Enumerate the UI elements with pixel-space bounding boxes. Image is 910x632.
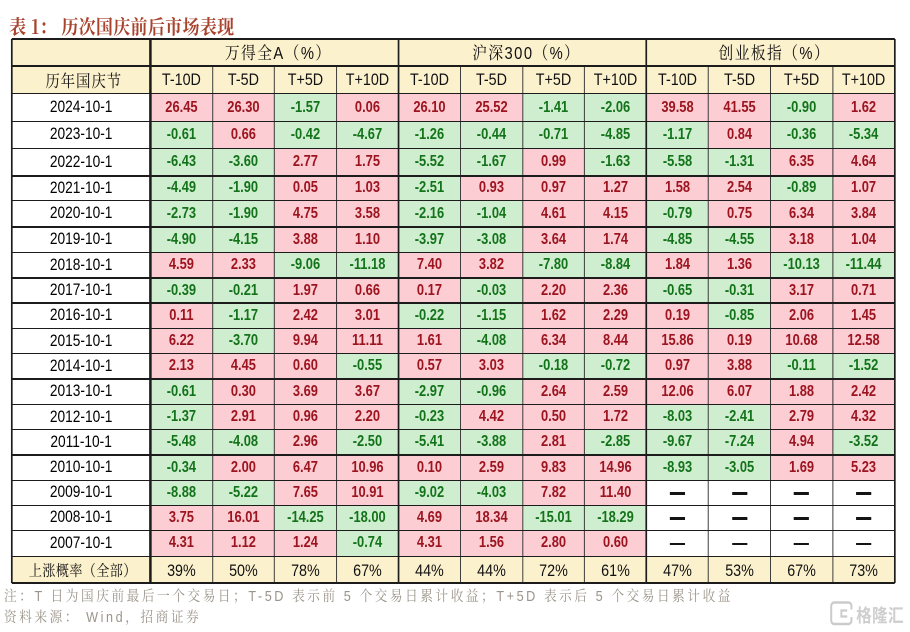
- svg-text:格隆汇: 格隆汇: [856, 600, 904, 627]
